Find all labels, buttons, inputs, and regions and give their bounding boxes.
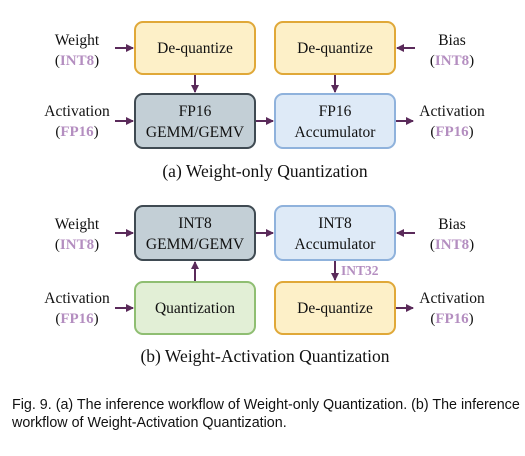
figure-caption: Fig. 9. (a) The inference workflow of We… [12, 397, 520, 431]
activation-in-label-a: Activation [44, 103, 110, 120]
activation-out-dtype-b: (FP16) [430, 311, 473, 327]
gemm-line1-a: FP16 [179, 103, 212, 120]
activation-in-dtype-a: (FP16) [55, 124, 98, 140]
activation-in-label-b: Activation [44, 290, 110, 307]
accumulator-box-b [274, 205, 396, 261]
gemm-box-a [134, 93, 256, 149]
dequantize-bias-box-a [274, 21, 396, 75]
dequantize-bias-text-a: De-quantize [297, 40, 373, 57]
gemm-line1-b: INT8 [178, 215, 212, 232]
gemm-line2-a: GEMM/GEMV [146, 124, 245, 141]
subcaption-b: (b) Weight-Activation Quantization [140, 346, 389, 366]
dequantize-box-b [274, 281, 396, 335]
subcaption-a: (a) Weight-only Quantization [162, 161, 368, 181]
diagram-b: Weight (INT8) Bias (INT8) Activation (FP… [44, 205, 485, 366]
accumulator-line2-b: Accumulator [295, 236, 377, 253]
bias-dtype-b: (INT8) [430, 237, 474, 253]
accumulator-line1-a: FP16 [319, 103, 352, 120]
activation-out-label-b: Activation [419, 290, 485, 307]
dequantize-weight-box-a [134, 21, 256, 75]
bias-dtype-a: (INT8) [430, 53, 474, 69]
accumulator-line1-b: INT8 [318, 215, 352, 232]
accumulator-line2-a: Accumulator [295, 124, 377, 141]
activation-in-dtype-b: (FP16) [55, 311, 98, 327]
accumulator-box-a [274, 93, 396, 149]
activation-out-label-a: Activation [419, 103, 485, 120]
gemm-line2-b: GEMM/GEMV [146, 236, 245, 253]
dequantize-weight-text-a: De-quantize [157, 40, 233, 57]
bias-label-b: Bias [438, 216, 466, 233]
quantization-text-b: Quantization [155, 300, 235, 317]
int32-edge-label-b: INT32 [341, 263, 379, 278]
activation-out-dtype-a: (FP16) [430, 124, 473, 140]
dequantize-text-b: De-quantize [297, 300, 373, 317]
weight-label-b: Weight [55, 216, 100, 233]
gemm-box-b [134, 205, 256, 261]
quantization-box-b [134, 281, 256, 335]
weight-dtype-b: (INT8) [55, 237, 99, 253]
diagram-a: Weight (INT8) Bias (INT8) Activation (FP… [44, 21, 485, 181]
bias-label-a: Bias [438, 32, 466, 49]
weight-label-a: Weight [55, 32, 100, 49]
weight-dtype-a: (INT8) [55, 53, 99, 69]
